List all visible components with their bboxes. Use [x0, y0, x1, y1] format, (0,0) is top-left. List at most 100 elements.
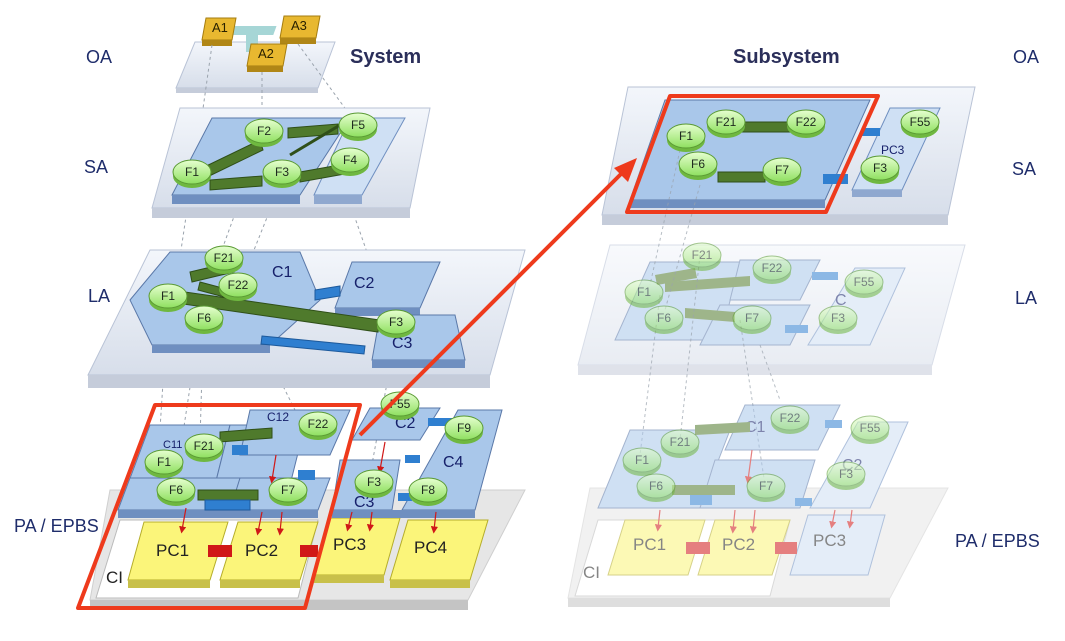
function-node: F5: [338, 112, 378, 141]
function-node: F9: [444, 415, 484, 444]
level-label-sa: SA: [1012, 159, 1036, 179]
deployment-arrows: [179, 441, 438, 536]
function-node: F7: [732, 305, 772, 334]
function-node: F6: [636, 473, 676, 502]
function-label: F8: [421, 483, 435, 497]
function-label: F3: [831, 311, 845, 325]
functional-exchange: [717, 171, 766, 183]
function-node: F55: [900, 109, 940, 138]
physical-component-pc3: PC3: [789, 514, 886, 576]
function-node: F3: [262, 159, 302, 188]
ci-label: CI: [106, 568, 123, 587]
physical-component-pc2: PC2: [219, 521, 319, 588]
function-node: F22: [218, 272, 258, 301]
function-label: F3: [389, 315, 403, 329]
function-node: F3: [376, 309, 416, 338]
system-la-plane: C1 C2 C3: [87, 249, 526, 388]
highlight-frames: [76, 94, 880, 610]
component-label: C1: [745, 419, 766, 436]
function-label: F21: [716, 115, 737, 129]
function-node: F1: [666, 123, 706, 152]
refinement-arrow: [358, 168, 627, 437]
system-oa-plane: A1 A3 A2: [175, 15, 336, 93]
component-label: C4: [443, 454, 464, 471]
level-label-oa: OA: [1013, 47, 1039, 67]
function-label: F55: [910, 115, 931, 129]
level-label-pa: PA / EPBS: [14, 516, 99, 536]
function-label: F7: [745, 311, 759, 325]
function-node: F22: [298, 411, 338, 440]
pc-label: PC2: [722, 535, 755, 554]
function-node: F1: [144, 449, 184, 478]
function-label: F2: [257, 124, 271, 138]
pc-label: PC2: [245, 541, 278, 560]
function-label: F22: [228, 278, 249, 292]
function-label: F9: [457, 421, 471, 435]
function-node: F3: [354, 469, 394, 498]
function-node: F21: [706, 109, 746, 138]
function-label: F1: [157, 455, 171, 469]
function-label: F22: [308, 417, 329, 431]
system-title: System: [350, 46, 421, 68]
functional-exchange: [739, 121, 791, 133]
functional-exchange: [197, 489, 259, 501]
physical-component-pc1: PC1: [607, 519, 706, 576]
component-exchange: [204, 499, 251, 511]
function-label: F3: [367, 475, 381, 489]
subsystem-title: Subsystem: [733, 46, 840, 68]
function-label: F21: [670, 435, 691, 449]
ci-label: CI: [583, 563, 600, 582]
actor-label: A2: [258, 46, 274, 61]
function-node: F7: [268, 477, 308, 506]
component-label: C: [835, 292, 847, 309]
subsystem-pa-plane: PC1 PC2 PC3 CI C1 C2: [567, 404, 949, 607]
function-label: F1: [161, 289, 175, 303]
function-node: F6: [156, 477, 196, 506]
physical-component-pc3: PC3: [313, 517, 401, 583]
function-label: F5: [351, 118, 365, 132]
function-label: F1: [637, 285, 651, 299]
subsystem-sa-plane: PC3: [601, 86, 976, 225]
component-label: C1: [272, 264, 293, 281]
function-node: F21: [682, 242, 722, 271]
function-label: F1: [635, 453, 649, 467]
function-node: F6: [184, 305, 224, 334]
function-label: F3: [873, 161, 887, 175]
function-node: F21: [204, 245, 244, 274]
level-label-oa: OA: [86, 47, 112, 67]
refinement-arrow-head: [614, 158, 637, 182]
subsystem-highlight-frame: [625, 94, 880, 214]
function-label: F3: [275, 165, 289, 179]
actor-link: [223, 26, 277, 35]
pc-label: PC3: [333, 535, 366, 554]
function-label: F6: [169, 483, 183, 497]
system-column: A1 A3 A2: [87, 15, 526, 610]
component-label: C11: [163, 439, 182, 451]
function-node: F3: [860, 155, 900, 184]
function-label: F22: [780, 411, 801, 425]
function-node: F7: [762, 157, 802, 186]
component-exchange: [260, 335, 366, 355]
system-highlight-frame: [76, 403, 362, 610]
functional-exchange: [665, 276, 750, 292]
component-label: C2: [354, 275, 375, 292]
function-node: F22: [770, 405, 810, 434]
level-label-la: LA: [1015, 288, 1037, 308]
function-node: F3: [818, 305, 858, 334]
actor-a1: A1: [201, 17, 237, 46]
function-label: F3: [839, 467, 853, 481]
labels: System Subsystem OA SA LA PA / EPBS OA S…: [14, 46, 1040, 551]
function-node: F1: [148, 283, 188, 312]
function-label: F7: [759, 479, 773, 493]
function-label: F22: [796, 115, 817, 129]
pc-label: PC1: [633, 535, 666, 554]
function-label: F7: [281, 483, 295, 497]
function-node: F7: [746, 473, 786, 502]
component-label: C3: [392, 335, 413, 352]
pc-label: PC1: [156, 541, 189, 560]
physical-link: [300, 545, 318, 557]
function-node: F1: [624, 279, 664, 308]
component-label: C3: [354, 494, 375, 511]
actor-label: A3: [291, 18, 307, 33]
